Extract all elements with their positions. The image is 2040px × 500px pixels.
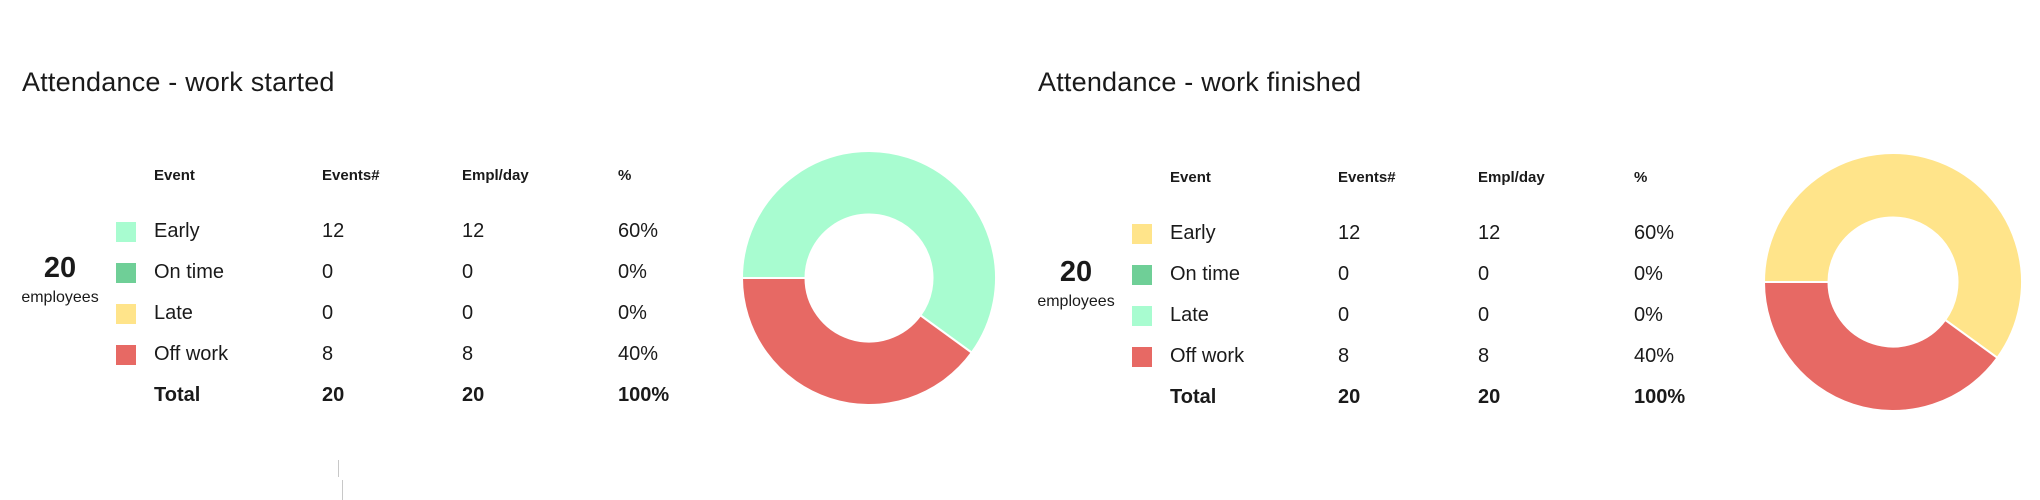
legend-table: Event Events# Empl/day % Early 12 12 60%… [116, 167, 708, 416]
legend-event: Early [1170, 222, 1216, 244]
employee-count: 20 [43, 252, 77, 284]
total-events: 20 [1338, 386, 1361, 408]
total-empl-day: 20 [462, 384, 485, 406]
legend-percent: 0% [1634, 263, 1663, 285]
col-header-events: Events# [322, 167, 380, 184]
legend-empl-day: 0 [1478, 304, 1490, 326]
legend-events: 0 [322, 261, 334, 283]
legend-percent: 60% [1634, 222, 1675, 244]
legend-events: 8 [322, 343, 334, 365]
col-header-empl-day: Empl/day [462, 167, 529, 184]
legend-row-total: Total 20 20 100% [1132, 377, 1724, 418]
panel-title: Attendance - work finished [1038, 67, 1362, 97]
legend-event: On time [154, 261, 225, 283]
legend-row-on-time: On time 0 0 0% [116, 252, 708, 293]
legend-row-total: Total 20 20 100% [116, 375, 708, 416]
col-header-event: Event [154, 167, 195, 184]
legend-percent: 0% [1634, 304, 1663, 326]
col-header-percent: % [618, 167, 632, 184]
donut-slice-off-work [740, 277, 974, 406]
legend-percent: 0% [618, 302, 647, 324]
legend-event: Late [1170, 304, 1209, 326]
legend-percent: 0% [618, 261, 647, 283]
col-header-empl-day: Empl/day [1478, 169, 1545, 186]
legend-event: Off work [1170, 345, 1245, 367]
total-percent: 100% [618, 384, 670, 406]
employee-label: employees [21, 289, 99, 306]
legend-header-row: Event Events# Empl/day % [116, 167, 708, 211]
total-label: Total [154, 384, 201, 406]
legend-empl-day: 12 [462, 220, 485, 242]
donut-slice-early [1762, 152, 2023, 360]
legend-events: 0 [1338, 304, 1350, 326]
legend-row-off-work: Off work 8 8 40% [116, 334, 708, 375]
legend-row-off-work: Off work 8 8 40% [1132, 336, 1724, 377]
total-events: 20 [322, 384, 345, 406]
legend-empl-day: 12 [1478, 222, 1501, 244]
employee-count: 20 [1059, 256, 1093, 288]
legend-row-early: Early 12 12 60% [116, 211, 708, 252]
employee-label: employees [1037, 293, 1115, 310]
swatch-header [1132, 169, 1170, 213]
legend-percent: 60% [618, 220, 659, 242]
legend-row-late: Late 0 0 0% [116, 293, 708, 334]
legend-empl-day: 8 [1478, 345, 1490, 367]
legend-event: Late [154, 302, 193, 324]
legend-row-on-time: On time 0 0 0% [1132, 254, 1724, 295]
divider-mark [342, 480, 343, 500]
col-header-event: Event [1170, 169, 1211, 186]
total-empl-day: 20 [1478, 386, 1501, 408]
legend-row-late: Late 0 0 0% [1132, 295, 1724, 336]
legend-swatch [116, 221, 136, 242]
legend-events: 0 [322, 302, 334, 324]
swatch-header [116, 167, 154, 211]
legend-table: Event Events# Empl/day % Early 12 12 60%… [1132, 169, 1724, 418]
legend-event: Off work [154, 343, 229, 365]
legend-swatch [1132, 264, 1152, 285]
donut-slice-off-work [1762, 281, 1999, 412]
legend-percent: 40% [1634, 345, 1675, 367]
legend-events: 0 [1338, 263, 1350, 285]
panel-title: Attendance - work started [22, 67, 335, 97]
legend-empl-day: 0 [462, 302, 474, 324]
legend-swatch [1132, 223, 1152, 244]
donut-slice-early [740, 150, 997, 355]
legend-events: 12 [1338, 222, 1361, 244]
total-percent: 100% [1634, 386, 1686, 408]
employee-summary: 20 employees [8, 251, 112, 307]
legend-empl-day: 0 [1478, 263, 1490, 285]
legend-swatch [1132, 305, 1152, 326]
legend-swatch [116, 262, 136, 283]
legend-header-row: Event Events# Empl/day % [1132, 169, 1724, 213]
legend-event: On time [1170, 263, 1241, 285]
legend-events: 8 [1338, 345, 1350, 367]
legend-event: Early [154, 220, 200, 242]
legend-empl-day: 0 [462, 261, 474, 283]
total-label: Total [1170, 386, 1217, 408]
donut-chart [740, 150, 997, 406]
legend-row-early: Early 12 12 60% [1132, 213, 1724, 254]
col-header-events: Events# [1338, 169, 1396, 186]
legend-swatch [116, 344, 136, 365]
employee-summary: 20 employees [1024, 255, 1128, 311]
col-header-percent: % [1634, 169, 1648, 186]
legend-percent: 40% [618, 343, 659, 365]
legend-empl-day: 8 [462, 343, 474, 365]
donut-chart [1762, 152, 2023, 412]
legend-swatch [1132, 346, 1152, 367]
legend-swatch [116, 303, 136, 324]
attendance-finished-panel: Attendance - work finished 20 employees … [1016, 0, 2023, 500]
divider-mark [338, 460, 339, 477]
legend-events: 12 [322, 220, 345, 242]
attendance-started-panel: Attendance - work started 20 employees E… [0, 0, 1000, 500]
